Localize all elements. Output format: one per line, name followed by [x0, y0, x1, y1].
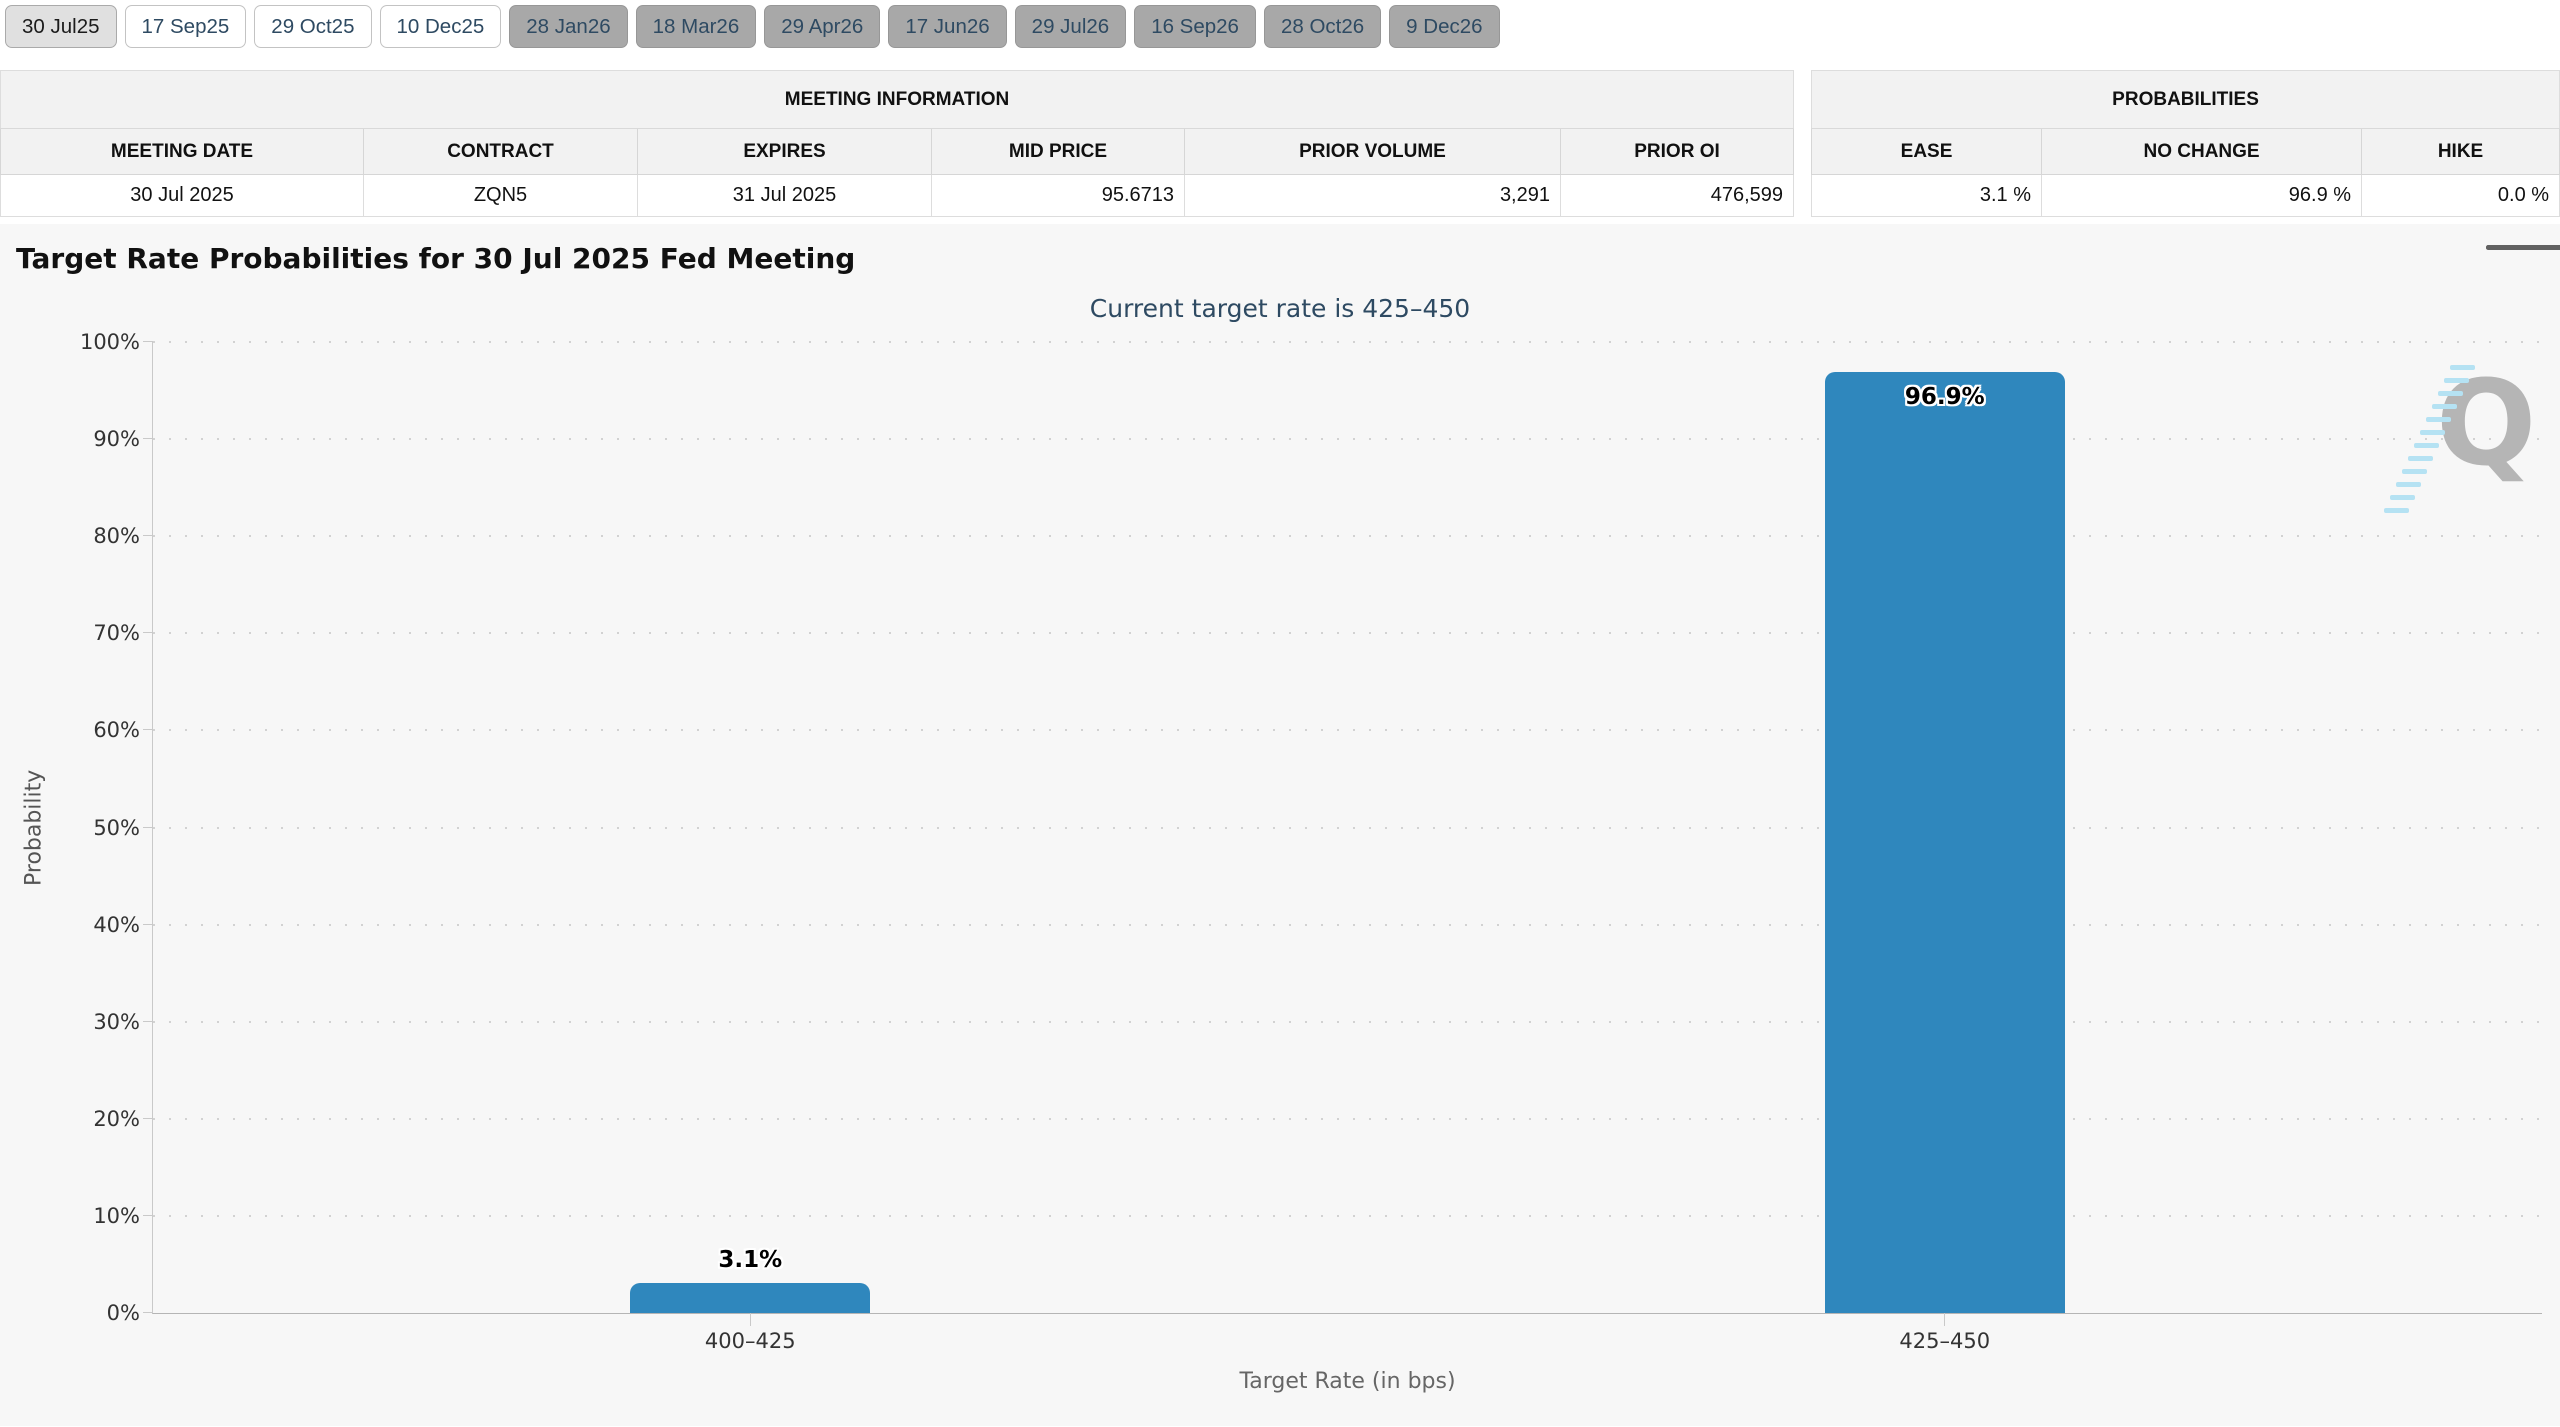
y-axis-label: 20% — [93, 1106, 140, 1131]
y-axis-tick — [143, 535, 153, 537]
y-axis-label: 0% — [106, 1301, 140, 1325]
table-row: 3.1 % 96.9 % 0.0 % — [1811, 174, 2560, 217]
y-axis-label: 30% — [93, 1009, 140, 1034]
table-row: 30 Jul 2025 ZQN5 31 Jul 2025 95.6713 3,2… — [0, 174, 1795, 217]
y-axis-label: 100% — [79, 330, 140, 354]
probability-bar[interactable] — [1824, 372, 2065, 1313]
meeting-information-caption: MEETING INFORMATION — [0, 70, 1794, 129]
watermark-stripe — [2384, 508, 2409, 513]
probabilities-table: PROBABILITIES EASE NO CHANGE HIKE 3.1 % … — [1811, 70, 2560, 217]
y-axis-tick — [143, 438, 153, 440]
meeting-information-table: MEETING INFORMATION MEETING DATE CONTRAC… — [0, 70, 1795, 217]
y-axis-label: 80% — [93, 524, 140, 549]
y-gridline — [153, 826, 2542, 829]
x-axis-category-label: 400–425 — [704, 1329, 796, 1353]
meeting-tabs: 30 Jul25 17 Sep25 29 Oct25 10 Dec25 28 Jan26… — [0, 0, 2560, 52]
probabilities-caption: PROBABILITIES — [1811, 70, 2560, 129]
y-axis-tick — [143, 1312, 153, 1313]
y-gridline — [153, 923, 2542, 926]
mid-price-value: 95.6713 — [931, 174, 1185, 217]
meeting-date-value: 30 Jul 2025 — [0, 174, 364, 217]
y-axis-tick — [143, 341, 153, 342]
y-axis-label: 60% — [93, 718, 140, 743]
y-gridline — [153, 632, 2542, 635]
y-gridline — [153, 729, 2542, 732]
y-axis-label: 50% — [93, 815, 140, 840]
watermark-q-letter: Q — [2436, 354, 2537, 492]
fed-meeting-probability-chart: Target Rate Probabilities for 30 Jul 202… — [0, 224, 2560, 1426]
quikstrike-watermark: Q — [2378, 342, 2560, 527]
column-header-mid-price: MID PRICE — [931, 128, 1185, 175]
x-axis-category-label: 425–450 — [1899, 1329, 1991, 1353]
meeting-tab[interactable]: 16 Sep26 — [1134, 5, 1256, 48]
watermark-stripe — [2402, 469, 2427, 474]
hike-value: 0.0 % — [2361, 174, 2560, 217]
meeting-tab[interactable]: 10 Dec25 — [379, 5, 502, 48]
meeting-tab[interactable]: 29 Apr26 — [764, 5, 881, 48]
watermark-stripe — [2438, 391, 2463, 396]
y-gridline — [153, 1117, 2542, 1120]
column-header-expires: EXPIRES — [637, 128, 932, 175]
y-axis-label: 40% — [93, 912, 140, 937]
contract-value: ZQN5 — [363, 174, 638, 217]
column-header-meeting-date: MEETING DATE — [0, 128, 364, 175]
column-header-contract: CONTRACT — [363, 128, 638, 175]
chart-title: Target Rate Probabilities for 30 Jul 202… — [16, 242, 856, 275]
x-axis-title: Target Rate (in bps) — [1239, 1369, 1456, 1394]
watermark-stripe — [2432, 404, 2457, 409]
prior-oi-value: 476,599 — [1559, 174, 1795, 217]
y-gridline — [153, 535, 2542, 538]
y-axis-tick — [143, 1117, 153, 1119]
watermark-stripe — [2396, 482, 2421, 487]
meeting-tab[interactable]: 18 Mar26 — [635, 5, 757, 48]
watermark-stripe — [2444, 378, 2469, 383]
meeting-tab[interactable]: 28 Jan26 — [509, 5, 628, 48]
probability-bar[interactable] — [630, 1282, 871, 1313]
column-header-ease: EASE — [1811, 128, 2043, 175]
column-header-no-change: NO CHANGE — [2041, 128, 2363, 175]
column-header-hike: HIKE — [2361, 128, 2560, 175]
y-gridline — [153, 1020, 2542, 1023]
y-axis-tick — [143, 729, 153, 731]
chart-subtitle: Current target rate is 425–450 — [1089, 294, 1471, 323]
no-change-value: 96.9 % — [2041, 174, 2363, 217]
prior-volume-value: 3,291 — [1184, 174, 1561, 217]
y-axis-tick — [143, 923, 153, 925]
meeting-tab[interactable]: 28 Oct26 — [1263, 5, 1382, 48]
watermark-stripe — [2408, 456, 2433, 461]
y-gridline — [153, 438, 2542, 441]
meeting-tab[interactable]: 29 Jul26 — [1014, 5, 1127, 48]
y-axis-title: Probability — [21, 769, 47, 886]
watermark-stripe — [2420, 430, 2445, 435]
x-axis-tick — [749, 1313, 751, 1326]
y-axis-tick — [143, 1020, 153, 1022]
meeting-tab[interactable]: 30 Jul25 — [5, 5, 117, 48]
y-gridline — [153, 341, 2542, 343]
y-axis-tick — [143, 632, 153, 634]
meeting-tab[interactable]: 29 Oct25 — [254, 5, 372, 48]
watermark-stripe — [2414, 443, 2439, 448]
x-axis-tick — [1944, 1313, 1946, 1326]
column-header-prior-oi: PRIOR OI — [1559, 128, 1795, 175]
ease-value: 3.1 % — [1811, 174, 2043, 217]
y-axis-tick — [143, 1214, 153, 1216]
watermark-stripe — [2390, 495, 2415, 500]
meeting-tab[interactable]: 17 Sep25 — [124, 5, 247, 48]
plot-area: Probability Target Rate (in bps) 0% 10% 20… — [22, 330, 2542, 1394]
watermark-stripe — [2426, 417, 2451, 422]
bar-value-label: 96.9% — [1904, 384, 1985, 411]
y-axis-label: 70% — [93, 621, 140, 646]
column-header-prior-volume: PRIOR VOLUME — [1184, 128, 1561, 175]
y-axis-label: 10% — [93, 1203, 140, 1228]
meeting-tab[interactable]: 17 Jun26 — [888, 5, 1007, 48]
y-axis-tick — [143, 826, 153, 828]
tables-row: MEETING INFORMATION MEETING DATE CONTRAC… — [0, 70, 2560, 217]
watermark-stripe — [2450, 365, 2475, 370]
expires-value: 31 Jul 2025 — [637, 174, 932, 217]
y-gridline — [153, 1214, 2542, 1217]
meeting-tab[interactable]: 9 Dec26 — [1389, 5, 1500, 48]
y-axis-label: 90% — [93, 427, 140, 452]
bar-value-label: 3.1% — [718, 1246, 783, 1273]
